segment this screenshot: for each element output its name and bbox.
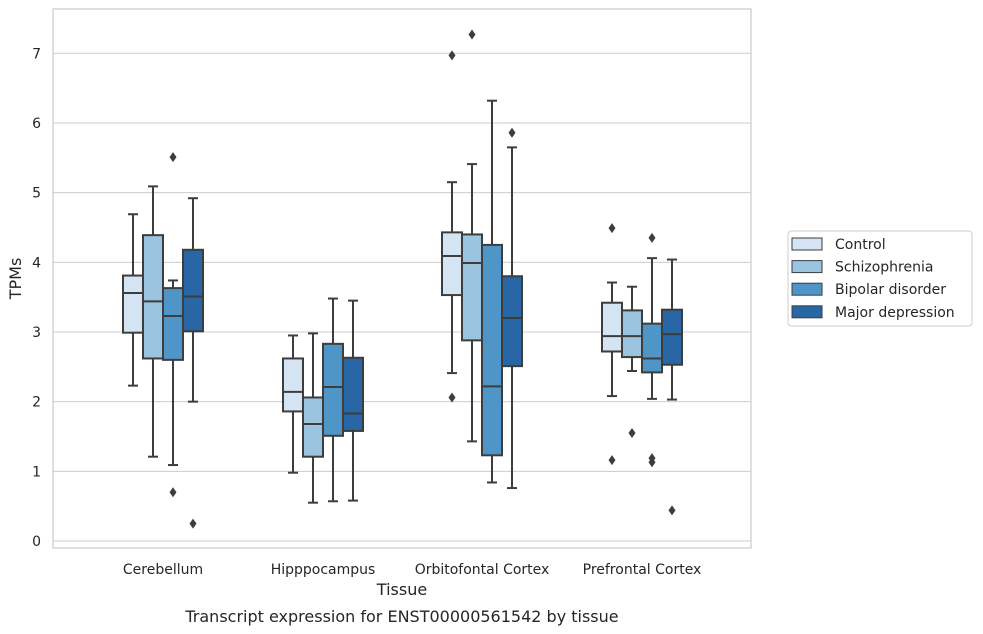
box-3-0	[601, 223, 623, 466]
legend-entry: Bipolar disorder	[835, 282, 946, 298]
box-1-0	[282, 334, 304, 474]
x-tick-labels: Cerebellum Hipppocampus Orbitofontal Corte…	[123, 562, 701, 578]
y-tick-label: 5	[32, 186, 41, 202]
legend-frame	[787, 230, 973, 327]
x-tick-label: Hipppocampus	[271, 562, 376, 578]
legend-swatch	[791, 237, 823, 251]
iqr-box	[601, 301, 623, 353]
outlier-point	[608, 455, 616, 466]
box-2-0	[441, 50, 463, 403]
box-1-3	[342, 299, 364, 502]
iqr-box	[461, 233, 483, 342]
iqr-box	[641, 322, 663, 374]
legend-entry: Major depression	[835, 305, 955, 321]
y-tick-label: 0	[32, 534, 41, 550]
y-tick-label: 2	[32, 395, 41, 411]
legend: Control Schizophrenia Bipolar disorder Majo…	[787, 230, 973, 327]
x-tick-label: Cerebellum	[123, 562, 203, 578]
iqr-box	[322, 342, 344, 437]
iqr-box	[441, 231, 463, 297]
legend-entry: Control	[835, 237, 886, 253]
box-3-3	[661, 258, 683, 516]
y-tick-label: 1	[32, 464, 41, 480]
box-1-1	[302, 332, 324, 504]
x-tick-label: Orbitofontal Cortex	[415, 562, 550, 578]
outlier-point	[648, 232, 656, 243]
outlier-point	[668, 505, 676, 516]
boxes	[122, 29, 683, 529]
outlier-point	[169, 487, 177, 498]
outlier-point	[608, 223, 616, 234]
iqr-box	[481, 243, 503, 457]
legend-swatch	[791, 305, 823, 319]
iqr-box	[342, 356, 364, 432]
chart-caption: Transcript expression for ENST0000056154…	[184, 607, 618, 626]
legend-entry: Schizophrenia	[835, 260, 933, 276]
iqr-box	[302, 396, 324, 458]
iqr-box	[282, 357, 304, 413]
box-3-2	[641, 232, 663, 468]
outlier-point	[448, 392, 456, 403]
y-tick-label: 7	[32, 46, 41, 62]
legend-swatch	[791, 260, 823, 274]
box-2-3	[501, 127, 523, 490]
iqr-box	[182, 248, 204, 333]
box-0-2	[162, 152, 184, 498]
box-2-1	[461, 29, 483, 443]
x-tick-label: Prefrontal Cortex	[583, 562, 702, 578]
y-tick-label: 6	[32, 116, 41, 132]
outlier-point	[468, 29, 476, 40]
iqr-box	[122, 274, 144, 334]
box-2-2	[481, 99, 503, 484]
box-3-1	[621, 285, 643, 439]
outlier-point	[628, 428, 636, 439]
plot-frame	[52, 8, 752, 549]
y-axis-label: TPMs	[6, 258, 25, 301]
legend-swatch	[791, 282, 823, 296]
y-tick-labels: 0 1 2 3 4 5 6 7	[32, 46, 41, 550]
outlier-point	[169, 152, 177, 163]
y-tick-label: 4	[32, 255, 41, 271]
iqr-box	[621, 309, 643, 359]
box-0-3	[182, 197, 204, 529]
outlier-point	[648, 457, 656, 468]
iqr-box	[661, 308, 683, 366]
outlier-point	[448, 50, 456, 61]
iqr-box	[501, 275, 523, 368]
y-tick-label: 3	[32, 325, 41, 341]
box-0-0	[122, 213, 144, 387]
x-axis-label: Tissue	[376, 580, 427, 599]
box-0-1	[142, 185, 164, 458]
outlier-point	[189, 518, 197, 529]
iqr-box	[162, 287, 184, 361]
iqr-box	[142, 234, 164, 360]
outlier-point	[508, 127, 516, 138]
